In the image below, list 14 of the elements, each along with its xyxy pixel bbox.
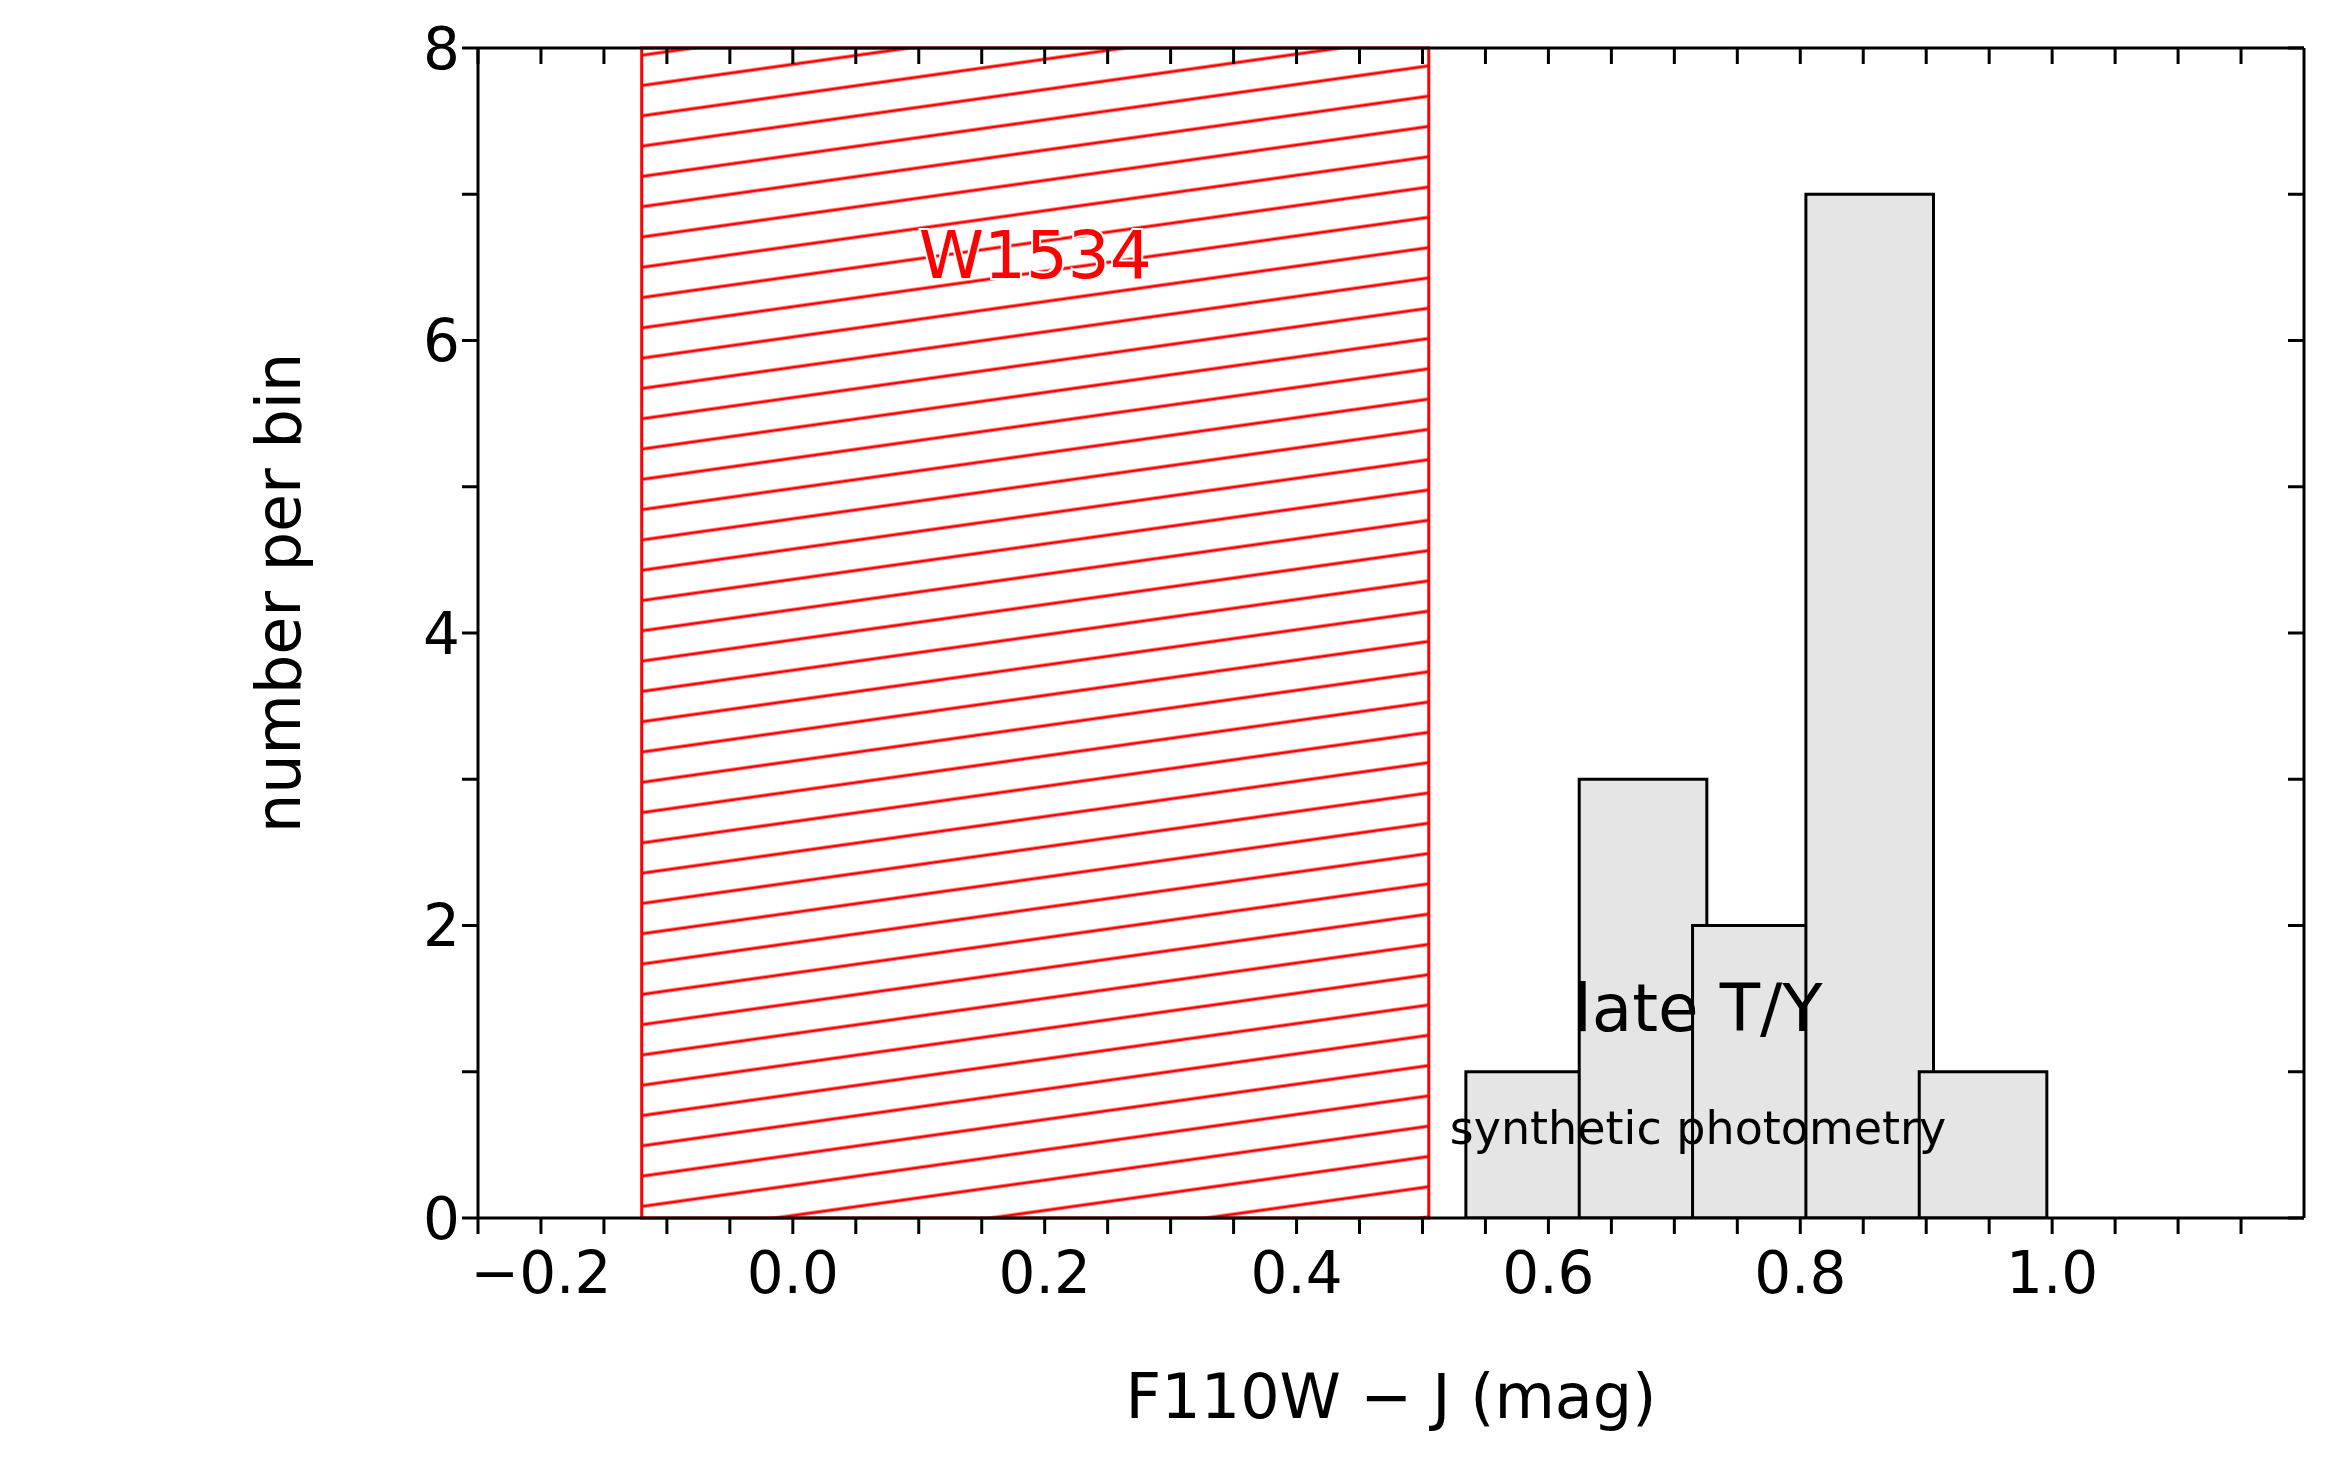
x-tick-label: 0.2 [998, 1239, 1091, 1308]
y-tick-label: 2 [423, 892, 460, 961]
y-axis-title: number per bin [242, 352, 316, 833]
x-tick-label: 1.0 [2006, 1239, 2099, 1308]
y-tick-label: 6 [423, 307, 460, 376]
y-tick-label: 4 [423, 599, 460, 668]
x-tick-label: 0.0 [746, 1239, 839, 1308]
y-tick-label: 8 [423, 14, 460, 83]
x-tick-label: 0.6 [1502, 1239, 1595, 1308]
y-tick-label: 0 [423, 1184, 460, 1253]
x-tick-label: 0.8 [1754, 1239, 1847, 1308]
x-tick-label: 0.4 [1250, 1239, 1343, 1308]
x-axis-title: F110W − J (mag) [1125, 1360, 1657, 1433]
x-tick-label: −0.2 [470, 1239, 612, 1308]
